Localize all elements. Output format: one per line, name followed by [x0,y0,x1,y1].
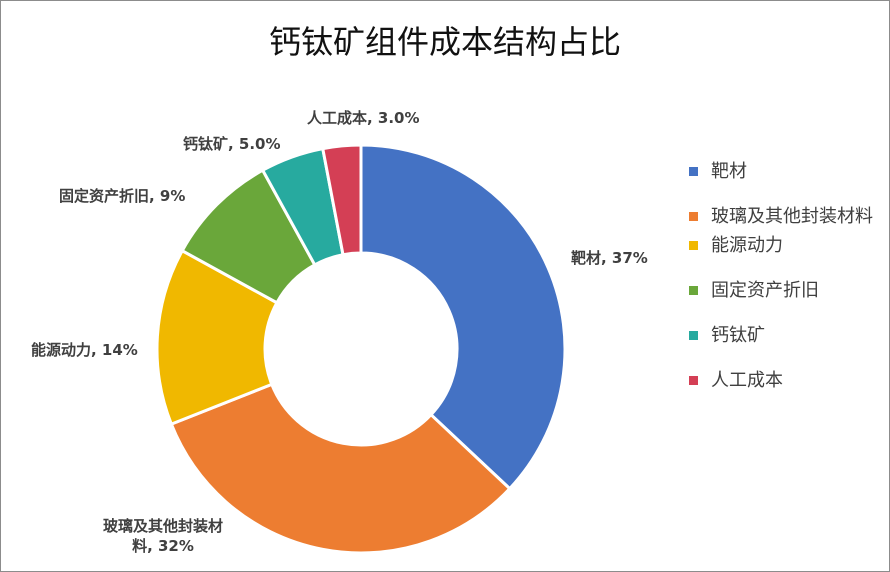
chart-title: 钙钛矿组件成本结构占比 [268,23,621,61]
legend-item-6: 人工成本 [689,368,879,393]
legend-item-3: 能源动力 [689,233,879,258]
legend-label: 能源动力 [711,235,783,256]
data-label-5: 钙钛矿, 5.0% [183,135,281,153]
legend-swatch [689,376,698,385]
legend: 靶材玻璃及其他封装材料 能源动力固定资产折旧 钙钛矿人工成本 [689,159,879,393]
data-label-6: 人工成本, 3.0% [307,109,420,127]
slice-3 [155,248,279,427]
legend-label: 玻璃及其他封装材料 [711,206,873,227]
legend-item-4: 固定资产折旧 [689,278,879,303]
legend-swatch [689,212,698,221]
legend-swatch [689,167,698,176]
legend-label: 人工成本 [711,370,783,391]
slice-1 [359,143,567,491]
legend-item-1: 靶材 [689,159,879,184]
data-label-1: 靶材, 37% [571,249,648,267]
data-label-3: 能源动力, 14% [31,341,138,359]
legend-label: 固定资产折旧 [711,280,819,301]
slice-6 [321,143,363,257]
slice-2 [169,382,512,555]
data-label-4: 固定资产折旧, 9% [59,187,185,205]
legend-swatch [689,241,698,250]
legend-label: 钙钛矿 [711,325,765,346]
legend-item-2: 玻璃及其他封装材料 [689,204,879,229]
legend-swatch [689,331,698,340]
legend-label: 靶材 [711,161,747,182]
legend-swatch [689,286,698,295]
legend-item-5: 钙钛矿 [689,323,879,348]
data-label-2: 玻璃及其他封装材料, 32% [103,517,223,555]
